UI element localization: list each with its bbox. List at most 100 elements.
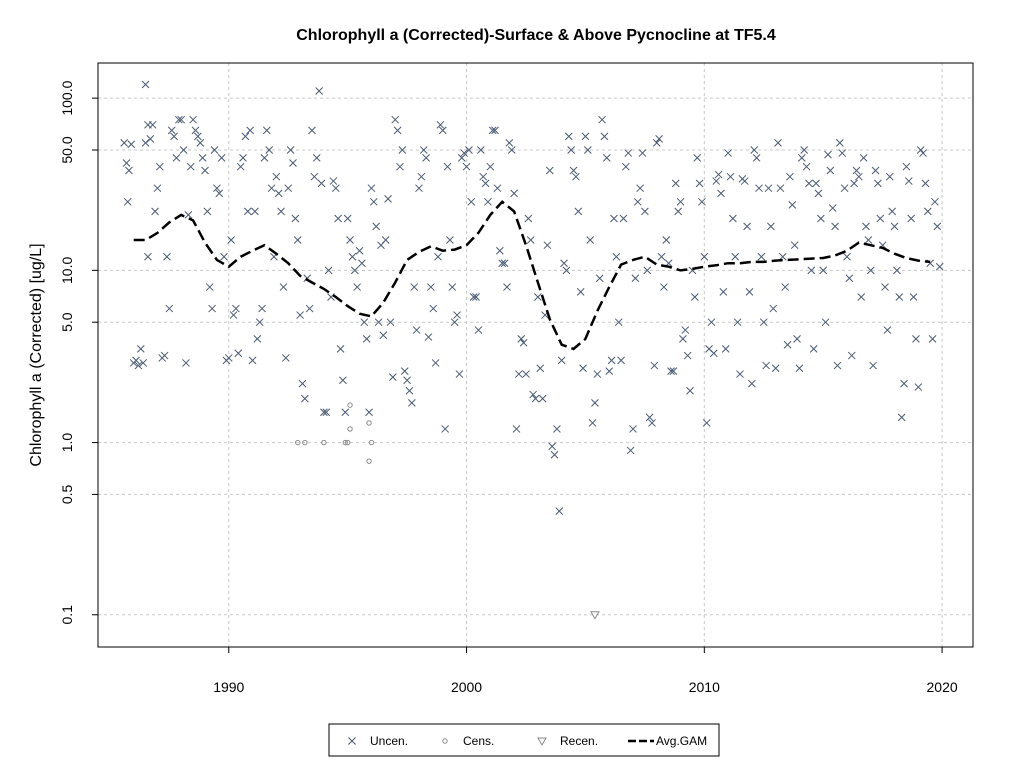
uncensored-point	[726, 172, 735, 181]
uncensored-point	[155, 162, 164, 171]
uncensored-point	[550, 450, 559, 459]
uncensored-point	[400, 367, 409, 375]
uncensored-point	[788, 201, 797, 209]
uncensored-point	[172, 154, 181, 162]
uncensored-point	[721, 345, 730, 353]
uncensored-point	[465, 146, 473, 154]
uncensored-point	[120, 139, 129, 147]
uncensored-point	[793, 335, 801, 343]
uncensored-point	[362, 335, 371, 343]
uncensored-point	[840, 184, 849, 193]
uncensored-point	[281, 354, 290, 362]
uncensored-point	[495, 246, 504, 255]
uncensored-point	[448, 283, 457, 291]
uncensored-point	[845, 274, 854, 283]
uncensored-point	[671, 179, 680, 188]
uncensored-point	[667, 367, 675, 375]
censored-point	[347, 402, 353, 408]
uncensored-point	[450, 318, 459, 327]
uncensored-point	[339, 376, 347, 385]
uncensored-point	[838, 149, 847, 157]
uncensored-point	[555, 507, 564, 515]
uncensored-point	[324, 266, 333, 275]
uncensored-point	[388, 373, 397, 381]
uncensored-point	[358, 259, 366, 268]
legend-label: Avg.GAM	[656, 734, 707, 748]
uncensored-point	[790, 241, 799, 250]
uncensored-point	[674, 207, 683, 216]
uncensored-point	[182, 359, 190, 367]
uncensored-point	[488, 126, 497, 135]
uncensored-point	[127, 140, 136, 149]
uncensored-point	[864, 236, 873, 244]
uncensored-point	[876, 214, 885, 223]
uncensored-point	[177, 115, 186, 124]
uncensored-point	[310, 172, 319, 181]
uncensored-point	[519, 338, 528, 347]
uncensored-point	[479, 172, 488, 181]
uncensored-point	[438, 126, 447, 135]
uncensored-point	[662, 236, 671, 244]
uncensored-point	[246, 126, 255, 135]
uncensored-point	[462, 162, 471, 171]
uncensored-point	[593, 370, 602, 378]
uncensored-point	[807, 266, 816, 275]
legend-label: Recen.	[560, 734, 598, 748]
uncensored-point	[686, 386, 694, 395]
uncensored-point	[605, 367, 614, 375]
uncensored-point	[350, 266, 359, 275]
uncensored-point	[317, 179, 326, 188]
uncensored-point	[871, 166, 880, 175]
grid-lines	[98, 63, 973, 647]
uncensored-point	[676, 197, 685, 206]
uncensored-point	[921, 179, 930, 188]
uncensored-point	[481, 179, 490, 188]
uncensored-point	[163, 252, 171, 261]
uncensored-point	[776, 184, 785, 193]
uncensored-point	[322, 408, 331, 417]
uncensored-point	[740, 177, 749, 185]
uncensored-point	[253, 335, 262, 343]
uncensored-point	[900, 379, 908, 388]
uncensored-point	[852, 166, 861, 175]
uncensored-point	[531, 394, 540, 403]
uncensored-point	[731, 252, 740, 261]
uncensored-point	[579, 364, 587, 373]
uncensored-point	[412, 326, 421, 334]
uncensored-point	[669, 367, 678, 375]
uncensored-point	[198, 154, 207, 162]
uncensored-point	[308, 126, 316, 135]
uncensored-point	[733, 318, 742, 327]
uncensored-point	[139, 359, 148, 367]
uncensored-point	[931, 197, 939, 206]
censored-point	[366, 458, 372, 464]
uncensored-point	[427, 283, 435, 291]
uncensored-point	[805, 179, 813, 188]
uncensored-point	[239, 154, 247, 162]
uncensored-point	[174, 115, 183, 124]
uncensored-point	[227, 236, 236, 244]
legend-label: Uncen.	[370, 734, 408, 748]
uncensored-point	[189, 115, 197, 124]
uncensored-point	[724, 149, 732, 157]
uncensored-point	[265, 146, 274, 154]
uncensored-point	[408, 399, 416, 407]
uncensored-point	[500, 259, 509, 268]
uncensored-point	[572, 172, 580, 181]
uncensored-point	[923, 207, 932, 216]
uncensored-point	[526, 236, 535, 244]
uncensored-point	[598, 115, 606, 124]
uncensored-point	[743, 222, 751, 231]
uncensored-point	[629, 425, 637, 433]
uncensored-point	[557, 356, 566, 365]
uncensored-point	[821, 318, 830, 327]
censored-point	[347, 426, 353, 432]
y-axis-label: Chlorophyll a (Corrected) [ug/L]	[28, 243, 45, 466]
uncensored-point	[436, 120, 445, 129]
uncensored-point	[695, 179, 704, 188]
uncensored-point	[757, 252, 766, 261]
uncensored-point	[229, 311, 238, 319]
uncensored-point	[208, 304, 216, 313]
uncensored-point	[855, 172, 863, 181]
uncensored-point	[626, 446, 635, 455]
